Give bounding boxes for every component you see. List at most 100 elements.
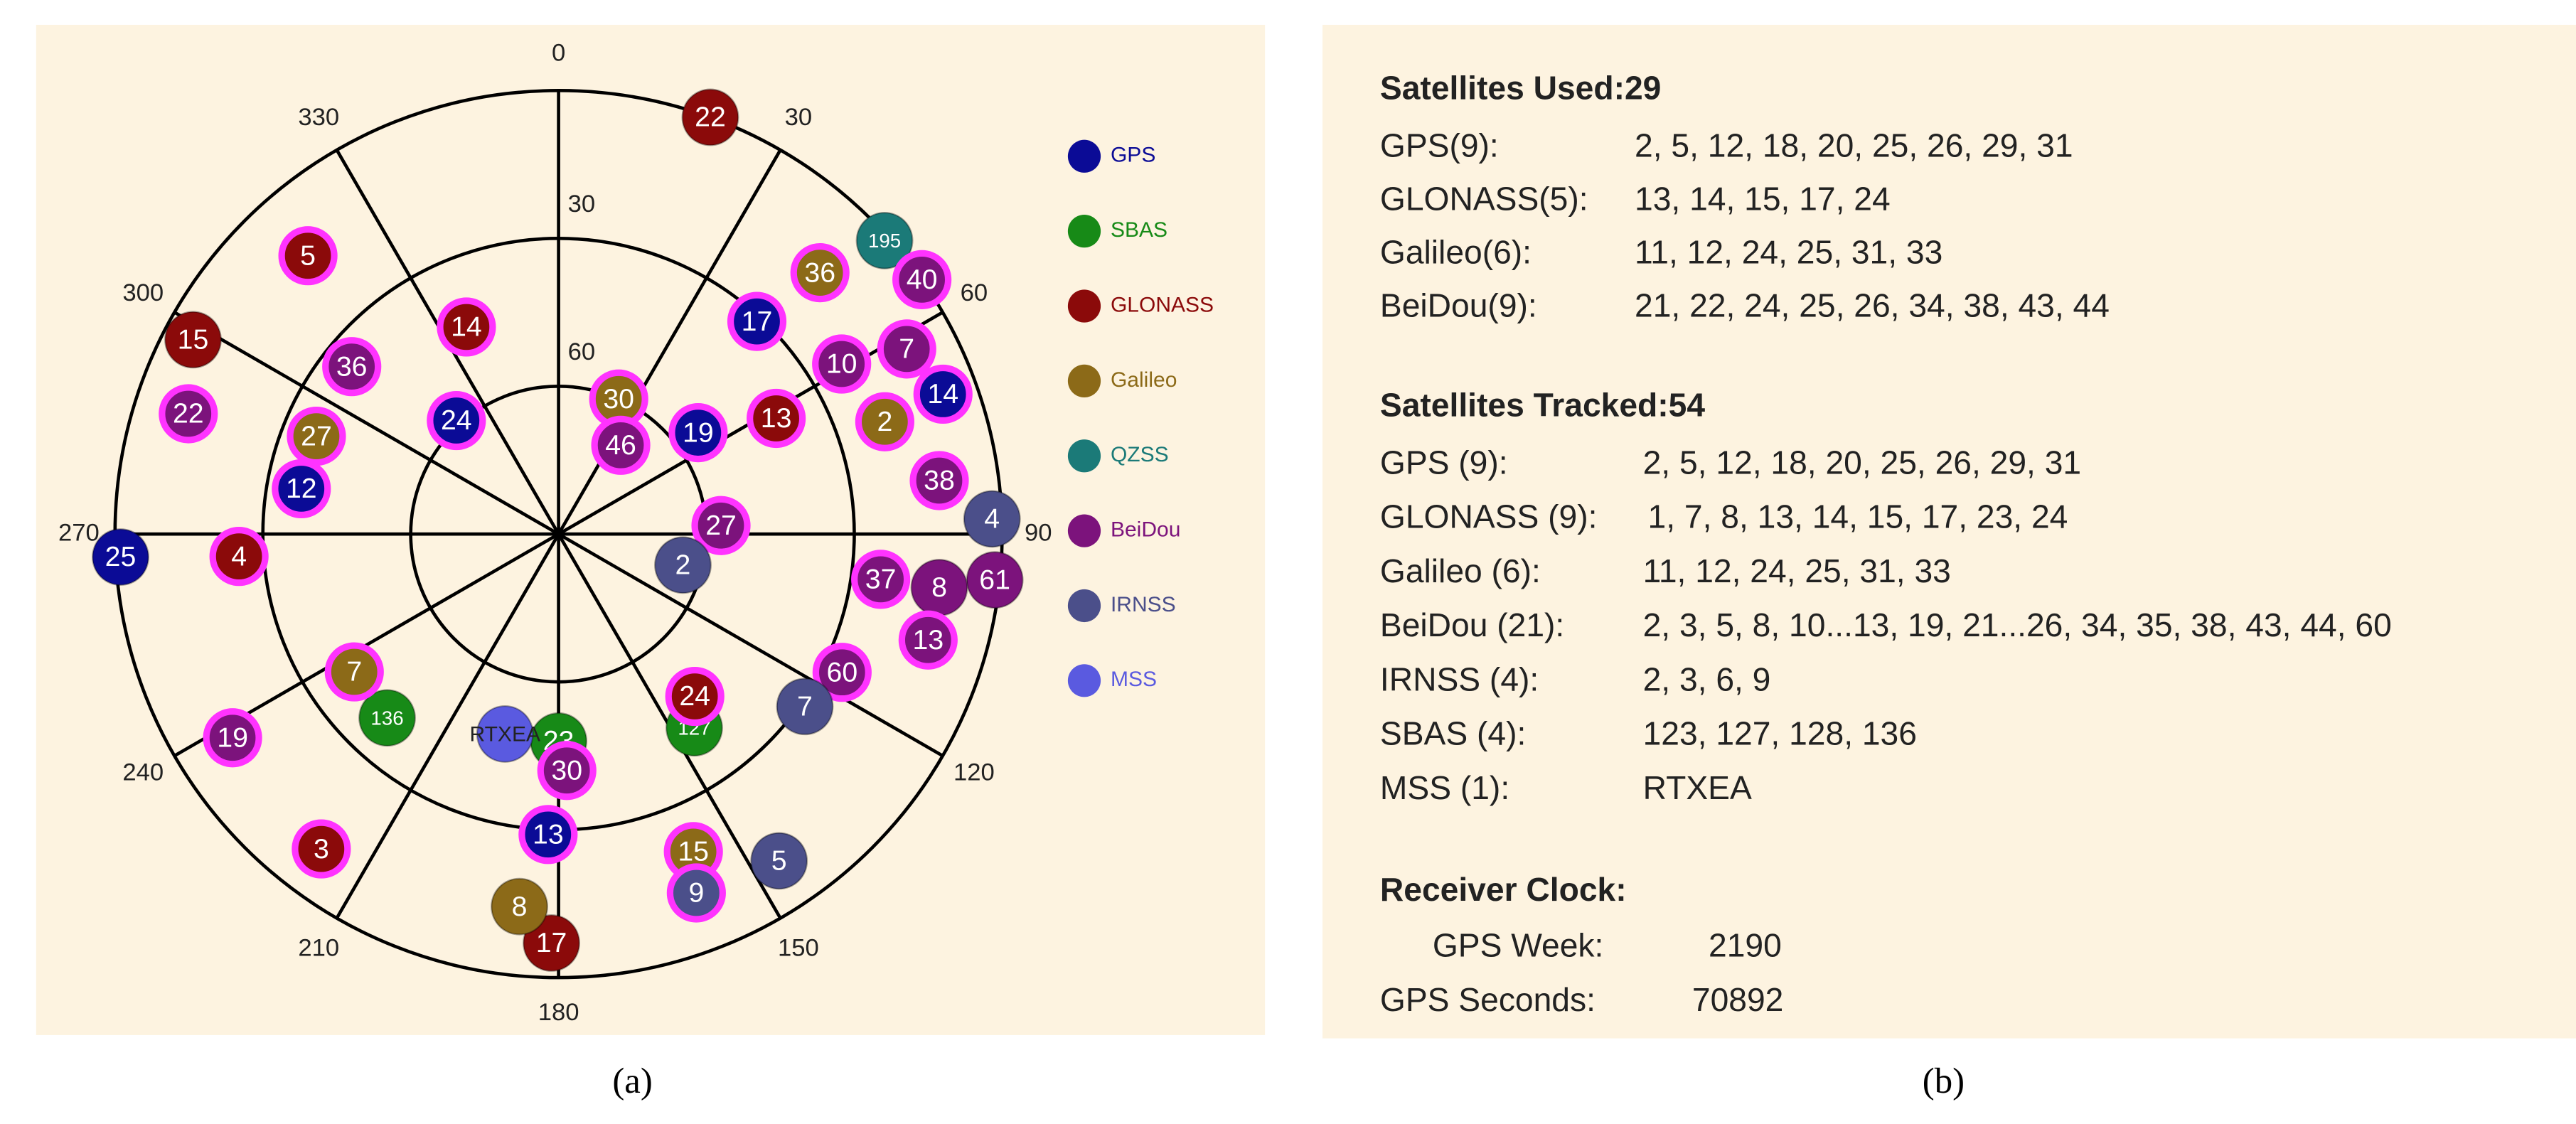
legend-marker [1067,664,1101,697]
row-label: GPS (9): [1380,444,1508,481]
azimuth-line [335,533,560,919]
satellite-label: 13 [533,818,564,850]
satellite [855,211,914,269]
satellite [491,877,548,936]
row-label: Galileo (6): [1380,552,1541,589]
azimuth-label: 270 [58,519,100,546]
satellite-label: 19 [683,417,714,448]
satellite-label: 5 [771,845,787,877]
row-label: GLONASS (9): [1380,498,1598,535]
legend-label: GLONASS [1111,293,1214,316]
satellite [278,226,338,286]
row-label: MSS (1): [1380,769,1509,806]
satellite [812,643,872,702]
satellite-label: 30 [603,383,634,414]
azimuth-label: 210 [298,935,339,962]
satellite [322,337,382,397]
satellite-label: 9 [688,877,704,909]
satellite [324,642,384,702]
satellite-label: 40 [907,264,938,295]
legend-label: GPS [1111,144,1155,167]
satellite-label: 10 [826,348,857,380]
row-label: BeiDou(9): [1380,287,1537,324]
row-label: IRNSS (4): [1380,660,1539,697]
satellite [790,243,850,303]
row-value: 123, 127, 128, 136 [1643,715,1917,752]
satellite [668,403,728,463]
satellite [523,914,580,972]
satellite-label: 46 [605,429,636,461]
legend-marker [1067,514,1101,547]
satellite-label: 17 [742,306,773,337]
caption: (b) [1923,1061,1965,1101]
satellite [203,708,262,768]
caption: (a) [612,1061,652,1101]
section-title: Satellites Tracked:54 [1380,387,1705,424]
satellite-label: 24 [441,405,472,436]
satellite [665,666,725,727]
azimuth-label: 0 [552,40,565,67]
row-value: 21, 22, 24, 25, 26, 34, 38, 43, 44 [1635,287,2110,324]
legend-marker [1067,364,1101,397]
satellite [963,490,1021,548]
satellite [851,550,911,609]
row-label: BeiDou (21): [1380,606,1564,643]
row-label: GPS Seconds: [1380,981,1596,1018]
satellite [518,805,578,865]
row-label: SBAS (4): [1380,715,1526,752]
satellite-label: 195 [868,230,901,252]
row-value: 1, 7, 8, 13, 14, 15, 17, 23, 24 [1648,498,2068,535]
azimuth-label: 300 [122,279,164,306]
azimuth-label: 150 [778,935,819,962]
legend-label: MSS [1111,668,1157,691]
satellite-label: 7 [797,690,813,722]
satellite-label: 13 [912,624,944,655]
satellite-label: 37 [865,564,897,595]
row-value: 2, 3, 5, 8, 10...13, 19, 21...26, 34, 35… [1643,606,2392,643]
satellite-label: 7 [899,333,914,365]
row-value: 2, 5, 12, 18, 20, 25, 26, 29, 31 [1635,127,2073,164]
satellite-label: 38 [924,465,955,496]
legend-label: QZSS [1111,443,1169,466]
satellite [812,334,872,394]
row-label: Galileo(6): [1380,234,1532,271]
legend-marker [1067,215,1101,248]
row-value: 70892 [1692,981,1783,1018]
satellite [855,392,914,451]
satellite [909,451,969,510]
satellite [750,832,808,890]
satellite [287,407,346,466]
satellite [92,528,149,586]
row-value: 13, 14, 15, 17, 24 [1635,181,1891,218]
status-panel [1322,24,2576,1039]
row-value: RTXEA [1643,769,1752,806]
satellite [476,705,534,763]
row-value: 11, 12, 24, 25, 31, 33 [1643,552,1951,589]
row-label: GLONASS(5): [1380,181,1588,218]
elevation-label: 60 [568,338,596,365]
satellite [164,311,222,369]
legend-marker [1067,139,1101,173]
satellite-label: 25 [105,541,137,572]
azimuth-label: 330 [298,104,339,131]
satellite-label: 36 [804,257,835,288]
azimuth-line [557,149,782,535]
satellite-label: 12 [286,473,317,504]
satellite-label: 22 [695,102,726,133]
legend-label: IRNSS [1111,593,1176,616]
satellite-label: 2 [877,406,892,437]
azimuth-label: 180 [538,999,579,1026]
satellite-label: 136 [370,707,403,729]
satellite-label: 5 [300,240,316,271]
satellite-label: 27 [301,420,332,451]
legend-label: Galileo [1111,368,1177,392]
satellite-label: 60 [826,656,857,687]
satellite [537,741,597,801]
satellite [892,250,952,309]
satellite-label: RTXEA [469,723,540,746]
satellite [209,527,269,587]
legend-marker [1067,289,1101,323]
satellite [877,319,936,379]
satellite-label: 17 [536,927,567,958]
